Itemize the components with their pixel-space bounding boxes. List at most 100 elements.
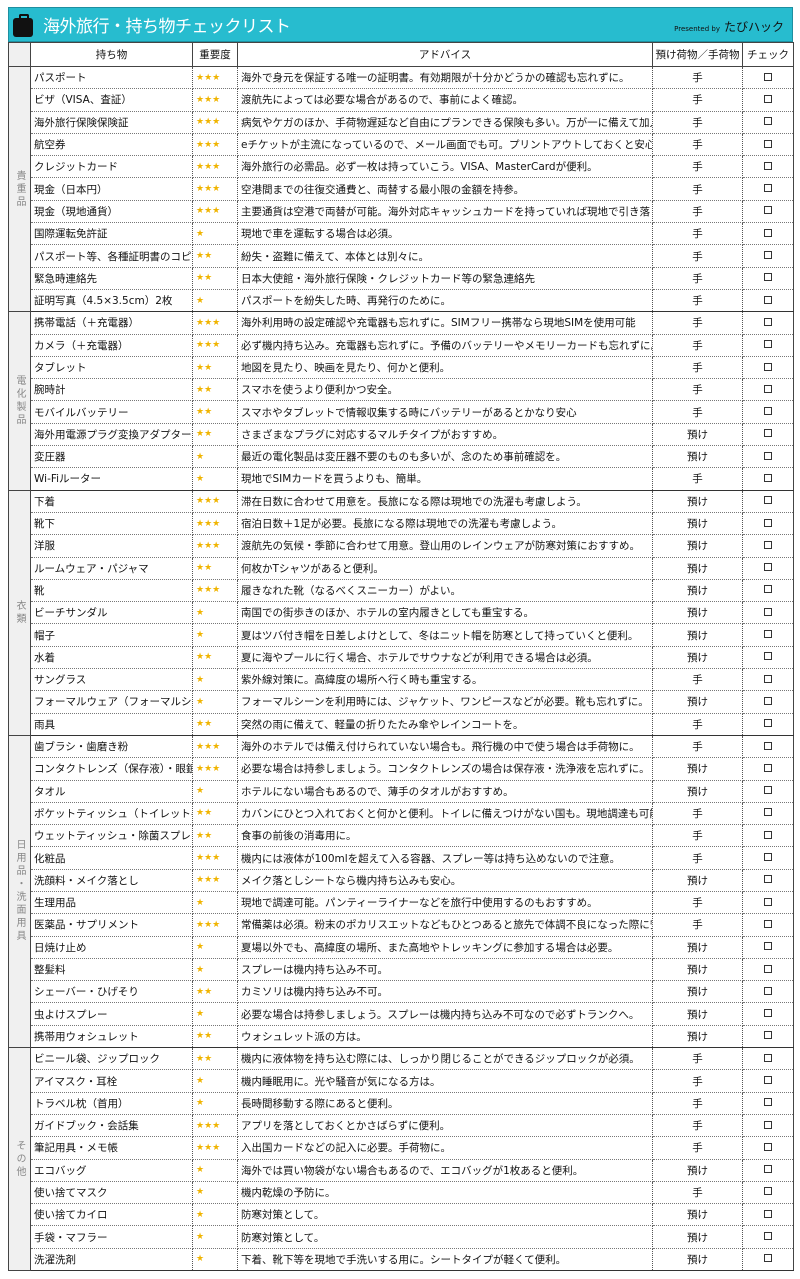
checkbox[interactable] xyxy=(764,251,772,260)
check-cell[interactable] xyxy=(742,289,794,313)
check-cell[interactable] xyxy=(742,467,794,491)
checkbox[interactable] xyxy=(764,94,772,103)
checkbox[interactable] xyxy=(764,630,772,639)
checkbox[interactable] xyxy=(764,786,772,795)
checkbox[interactable] xyxy=(764,1076,772,1084)
checkbox[interactable] xyxy=(764,317,772,326)
checkbox[interactable] xyxy=(764,1098,772,1107)
checkbox[interactable] xyxy=(764,117,772,126)
checkbox[interactable] xyxy=(764,674,772,683)
checkbox[interactable] xyxy=(764,184,772,193)
check-cell[interactable] xyxy=(742,1025,794,1049)
check-cell[interactable] xyxy=(742,155,794,179)
checkbox[interactable] xyxy=(764,518,772,527)
check-cell[interactable] xyxy=(742,1136,794,1160)
check-cell[interactable] xyxy=(742,1203,794,1227)
check-cell[interactable] xyxy=(742,802,794,826)
checkbox[interactable] xyxy=(764,340,772,349)
check-cell[interactable] xyxy=(742,1248,794,1272)
check-cell[interactable] xyxy=(742,244,794,268)
check-cell[interactable] xyxy=(742,512,794,536)
checkbox[interactable] xyxy=(764,407,772,416)
checkbox[interactable] xyxy=(764,1031,772,1040)
check-cell[interactable] xyxy=(742,557,794,580)
checkbox[interactable] xyxy=(764,1142,772,1151)
check-cell[interactable] xyxy=(742,757,794,781)
check-cell[interactable] xyxy=(742,1159,794,1182)
check-cell[interactable] xyxy=(742,780,794,803)
check-cell[interactable] xyxy=(742,490,794,513)
checkbox[interactable] xyxy=(764,696,772,705)
check-cell[interactable] xyxy=(742,1069,794,1093)
checkbox[interactable] xyxy=(764,451,772,460)
check-cell[interactable] xyxy=(742,824,794,848)
checkbox[interactable] xyxy=(764,1187,772,1196)
checkbox[interactable] xyxy=(764,1209,772,1218)
check-cell[interactable] xyxy=(742,646,794,670)
check-cell[interactable] xyxy=(742,1092,794,1115)
checkbox[interactable] xyxy=(764,228,772,237)
checkbox[interactable] xyxy=(764,362,772,371)
check-cell[interactable] xyxy=(742,1002,794,1026)
checkbox[interactable] xyxy=(764,161,772,170)
checkbox[interactable] xyxy=(764,808,772,817)
check-cell[interactable] xyxy=(742,668,794,692)
checkbox[interactable] xyxy=(764,1254,772,1263)
checkbox[interactable] xyxy=(764,942,772,951)
checkbox[interactable] xyxy=(764,384,772,393)
checkbox[interactable] xyxy=(764,964,772,973)
check-cell[interactable] xyxy=(742,423,794,447)
checkbox[interactable] xyxy=(764,1232,772,1241)
check-cell[interactable] xyxy=(742,601,794,625)
checkbox[interactable] xyxy=(764,72,772,81)
check-cell[interactable] xyxy=(742,133,794,157)
check-cell[interactable] xyxy=(742,1181,794,1205)
checkbox[interactable] xyxy=(764,897,772,906)
check-cell[interactable] xyxy=(742,378,794,402)
checkbox[interactable] xyxy=(764,1053,772,1062)
checkbox[interactable] xyxy=(764,540,772,549)
checkbox[interactable] xyxy=(764,919,772,928)
checkbox[interactable] xyxy=(764,1120,772,1129)
checkbox[interactable] xyxy=(764,652,772,661)
check-cell[interactable] xyxy=(742,445,794,469)
checkbox[interactable] xyxy=(764,273,772,282)
checkbox[interactable] xyxy=(764,830,772,839)
check-cell[interactable] xyxy=(742,334,794,357)
checkbox[interactable] xyxy=(764,607,772,616)
checkbox[interactable] xyxy=(764,295,772,304)
check-cell[interactable] xyxy=(742,267,794,290)
checkbox[interactable] xyxy=(764,429,772,438)
check-cell[interactable] xyxy=(742,177,794,201)
check-cell[interactable] xyxy=(742,958,794,982)
checkbox[interactable] xyxy=(764,1009,772,1018)
check-cell[interactable] xyxy=(742,713,794,736)
check-cell[interactable] xyxy=(742,534,794,558)
check-cell[interactable] xyxy=(742,623,794,647)
checkbox[interactable] xyxy=(764,585,772,594)
check-cell[interactable] xyxy=(742,311,794,335)
checkbox[interactable] xyxy=(764,741,772,750)
check-cell[interactable] xyxy=(742,980,794,1004)
checkbox[interactable] xyxy=(764,563,772,572)
check-cell[interactable] xyxy=(742,111,794,134)
check-cell[interactable] xyxy=(742,1047,794,1071)
check-cell[interactable] xyxy=(742,88,794,112)
checkbox[interactable] xyxy=(764,875,772,884)
check-cell[interactable] xyxy=(742,1114,794,1138)
check-cell[interactable] xyxy=(742,579,794,603)
check-cell[interactable] xyxy=(742,1225,794,1249)
checkbox[interactable] xyxy=(764,206,772,215)
check-cell[interactable] xyxy=(742,936,794,959)
checkbox[interactable] xyxy=(764,719,772,728)
check-cell[interactable] xyxy=(742,222,794,246)
checkbox[interactable] xyxy=(764,1165,772,1174)
check-cell[interactable] xyxy=(742,400,794,424)
check-cell[interactable] xyxy=(742,66,794,90)
checkbox[interactable] xyxy=(764,853,772,862)
check-cell[interactable] xyxy=(742,913,794,937)
checkbox[interactable] xyxy=(764,473,772,482)
check-cell[interactable] xyxy=(742,891,794,915)
check-cell[interactable] xyxy=(742,846,794,870)
check-cell[interactable] xyxy=(742,356,794,380)
